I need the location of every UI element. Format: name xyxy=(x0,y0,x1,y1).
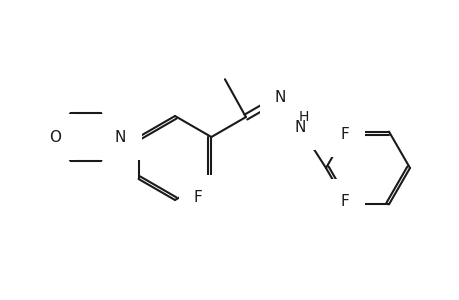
Text: O: O xyxy=(49,130,61,145)
Text: F: F xyxy=(193,190,202,205)
Text: H: H xyxy=(298,110,308,124)
Text: F: F xyxy=(340,194,349,209)
Text: F: F xyxy=(340,127,349,142)
Text: N: N xyxy=(274,90,285,105)
Text: N: N xyxy=(293,120,305,135)
Text: N: N xyxy=(115,130,126,145)
